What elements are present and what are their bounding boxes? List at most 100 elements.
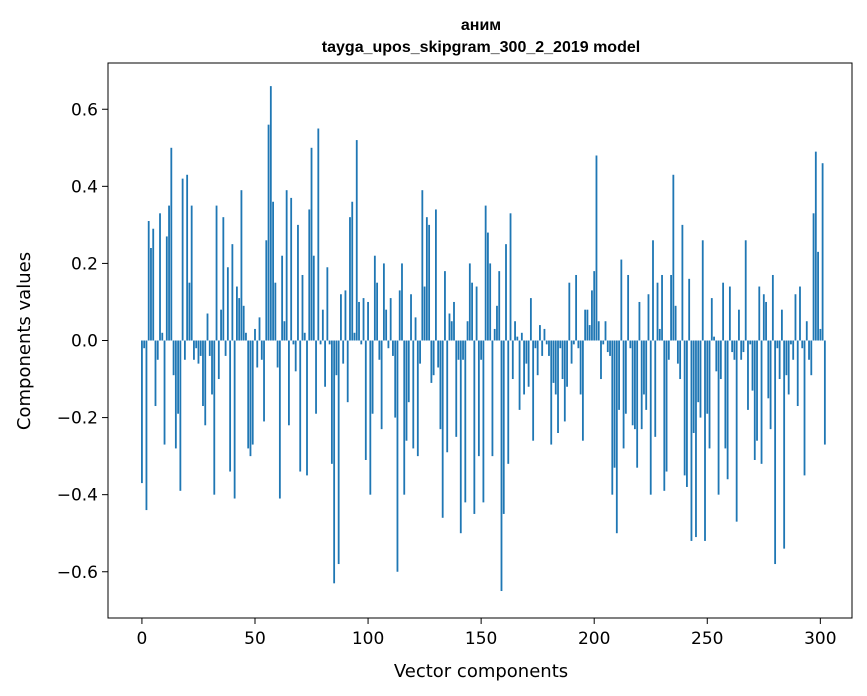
bar — [722, 282, 725, 341]
bar — [704, 340, 706, 541]
bar — [163, 340, 166, 445]
bar — [796, 340, 799, 407]
bar — [204, 340, 207, 426]
bar — [179, 340, 182, 491]
bar — [154, 340, 157, 407]
bar — [724, 340, 727, 449]
plot-frame — [107, 62, 853, 619]
bar — [477, 340, 480, 457]
y-axis-label: Components values — [14, 252, 35, 430]
bar — [226, 267, 229, 341]
bar — [561, 340, 564, 380]
bar — [751, 340, 754, 391]
bar — [663, 340, 666, 491]
bar — [489, 263, 492, 341]
bar — [398, 290, 401, 341]
bar — [636, 340, 639, 468]
bar — [236, 286, 238, 341]
bar — [174, 340, 177, 449]
bar — [539, 325, 541, 341]
bar — [568, 282, 571, 341]
bar — [217, 340, 220, 380]
bar — [242, 305, 245, 341]
bar — [627, 274, 630, 341]
bar — [706, 340, 709, 414]
chart-title: аним — [461, 17, 501, 34]
bar — [326, 267, 329, 341]
bar — [810, 340, 813, 376]
bar — [410, 294, 412, 341]
bar — [550, 340, 553, 445]
bar — [152, 228, 155, 341]
bar — [536, 340, 539, 376]
bar — [170, 147, 173, 341]
bar — [643, 340, 645, 395]
bar — [552, 340, 555, 383]
bar — [602, 340, 605, 345]
bar — [412, 340, 415, 449]
bar — [315, 340, 317, 414]
bar — [380, 340, 383, 430]
bar — [367, 301, 369, 341]
bar — [468, 263, 471, 341]
bar — [769, 340, 772, 430]
bar — [525, 340, 528, 364]
bar — [387, 340, 390, 349]
bar — [620, 259, 623, 341]
bar — [805, 321, 808, 341]
bar — [487, 232, 489, 341]
bar — [337, 340, 340, 565]
bar — [394, 340, 397, 418]
bar — [615, 340, 618, 534]
bar — [439, 340, 442, 430]
bar — [516, 336, 519, 341]
bar — [407, 340, 410, 403]
bar — [303, 332, 306, 341]
bar — [584, 309, 587, 341]
bar — [554, 340, 557, 395]
bar — [364, 340, 367, 460]
bar — [473, 340, 476, 514]
bar — [392, 340, 394, 356]
bar — [254, 328, 256, 341]
bar — [437, 340, 440, 368]
bar — [631, 340, 634, 426]
bar — [819, 328, 822, 341]
bar — [344, 290, 347, 341]
bar — [744, 240, 747, 341]
bar — [317, 128, 320, 341]
bar — [278, 340, 281, 499]
bar — [150, 248, 152, 341]
bar — [480, 340, 483, 360]
bar — [785, 340, 788, 376]
bar — [557, 340, 559, 433]
bar — [667, 340, 670, 360]
bar — [654, 340, 657, 437]
bar — [168, 205, 170, 341]
bar — [382, 263, 385, 341]
x-tick-label: 250 — [691, 629, 723, 649]
bar — [183, 340, 186, 360]
bar — [446, 340, 449, 453]
bar — [432, 340, 435, 376]
bar — [756, 340, 758, 441]
bar — [683, 340, 686, 476]
bar — [543, 328, 546, 341]
y-axis-ticks: −0.6 −0.4 −0.2 0.0 0.2 0.4 0.6 — [57, 100, 108, 583]
bar — [545, 340, 548, 345]
bar — [738, 309, 740, 341]
bar — [579, 340, 582, 395]
bar — [717, 340, 720, 495]
bar — [511, 340, 514, 380]
bar — [719, 340, 722, 380]
bar — [156, 340, 159, 360]
bar — [188, 282, 191, 341]
bar — [774, 340, 777, 565]
bar — [749, 340, 752, 345]
bar — [197, 340, 200, 364]
bar — [360, 340, 363, 345]
bar — [423, 286, 426, 341]
bar — [604, 321, 607, 341]
bar — [762, 294, 765, 341]
